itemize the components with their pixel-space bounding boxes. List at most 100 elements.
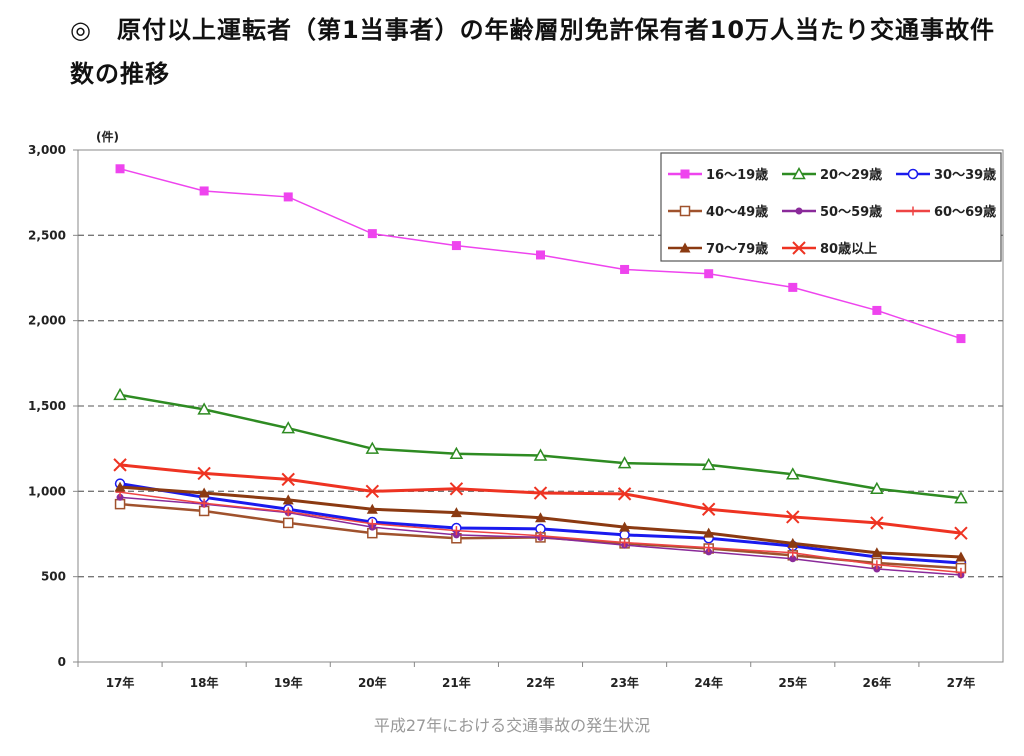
data-point — [533, 486, 548, 500]
series-line — [119, 393, 962, 500]
data-point — [114, 498, 126, 510]
legend-label: 60～69歳 — [934, 204, 996, 220]
data-point — [198, 487, 210, 498]
data-point — [956, 567, 966, 577]
data-point — [788, 548, 798, 558]
x-tick-label: 21年 — [442, 675, 471, 690]
data-point — [199, 498, 209, 508]
y-axis-unit: (件) — [96, 129, 119, 144]
y-tick-label: 1,500 — [28, 399, 66, 413]
data-point — [786, 467, 800, 480]
data-point — [197, 466, 211, 481]
data-point — [620, 264, 630, 274]
data-point — [365, 484, 380, 499]
series-5 — [115, 487, 966, 577]
legend-marker — [679, 205, 691, 217]
data-point — [451, 526, 461, 536]
y-tick-label: 500 — [41, 570, 66, 584]
legend-label: 40～49歳 — [706, 204, 768, 220]
data-point — [282, 494, 294, 505]
data-point — [114, 481, 126, 492]
series-1 — [113, 387, 968, 504]
data-point — [367, 519, 377, 529]
data-point — [704, 269, 714, 279]
series-line — [119, 463, 962, 535]
legend-label: 16～19歳 — [706, 167, 768, 183]
data-point — [282, 517, 294, 529]
legend-box — [660, 152, 1002, 262]
data-point — [283, 507, 293, 517]
data-point — [788, 282, 798, 292]
data-point — [954, 491, 968, 504]
data-point — [283, 192, 293, 202]
legend-label: 20～29歳 — [820, 167, 882, 183]
data-point — [789, 555, 797, 563]
legend-marker — [792, 241, 806, 255]
data-point — [197, 402, 211, 415]
data-point — [703, 527, 715, 538]
data-point — [116, 493, 124, 501]
y-tick-label: 3,000 — [28, 143, 66, 157]
x-tick-label: 20年 — [358, 675, 387, 690]
data-point — [281, 421, 295, 434]
x-tick-label: 18年 — [190, 675, 219, 690]
data-point — [955, 551, 967, 562]
x-tick-label: 24年 — [694, 675, 723, 690]
legend-marker — [908, 206, 918, 216]
data-point — [449, 482, 464, 496]
data-point — [113, 387, 127, 401]
legend-marker — [907, 168, 919, 180]
series-6 — [114, 481, 967, 562]
legend-marker — [792, 166, 806, 180]
data-point — [787, 537, 799, 548]
data-point — [872, 305, 882, 315]
caption: 平成27年における交通事故の発生状況 — [373, 716, 651, 735]
data-point — [617, 456, 632, 469]
data-point — [536, 250, 545, 260]
data-point — [701, 502, 716, 516]
legend-label: 30～39歳 — [934, 167, 996, 183]
data-point — [871, 547, 883, 558]
data-point — [617, 487, 632, 501]
y-tick-label: 0 — [58, 655, 66, 669]
data-point — [620, 538, 630, 548]
data-point — [870, 516, 884, 530]
data-point — [786, 510, 800, 524]
data-point — [535, 512, 546, 523]
legend-label: 50～59歳 — [820, 204, 882, 220]
data-point — [872, 560, 882, 570]
legend-marker — [795, 207, 803, 215]
data-point — [451, 241, 461, 251]
x-tick-label: 25年 — [778, 675, 807, 690]
legend-label: 70～79歳 — [706, 241, 768, 257]
x-tick-label: 17年 — [106, 675, 135, 690]
data-point — [449, 446, 464, 460]
data-point — [366, 503, 378, 514]
line-chart: 0 500 1,000 1,500 2,000 2,500 3,000 (件) 17年 18年 19… — [28, 129, 1004, 690]
data-point — [704, 543, 714, 553]
x-tick-label: 23年 — [610, 675, 639, 690]
data-point — [115, 164, 125, 174]
data-point — [619, 521, 631, 532]
chart-title: ◎ 原付以上運転者（第1当事者）の年齢層別免許保有者10万人当たり交通事故件数の… — [70, 16, 996, 88]
series-0 — [115, 164, 966, 344]
data-point — [365, 441, 380, 454]
data-point — [956, 334, 966, 344]
data-point — [281, 472, 295, 487]
x-tick-label: 27年 — [947, 675, 976, 690]
data-point — [450, 507, 462, 518]
y-tick-label: 2,500 — [28, 228, 66, 242]
legend-label: 80歳以上 — [820, 241, 877, 257]
data-point — [870, 481, 884, 495]
data-point — [367, 229, 377, 239]
x-tick-label: 22年 — [526, 675, 555, 690]
data-point — [113, 458, 127, 472]
data-point — [536, 531, 545, 541]
series-7 — [113, 458, 968, 540]
legend-marker — [679, 242, 691, 253]
legend: 16～19歳 20～29歳 30～39歳 40～49歳 50～59歳 60～69歳 70～7… — [660, 152, 1002, 262]
data-point — [198, 505, 210, 517]
data-point — [533, 448, 548, 461]
y-tick-label: 1,000 — [28, 484, 66, 498]
y-tick-label: 2,000 — [28, 314, 66, 328]
